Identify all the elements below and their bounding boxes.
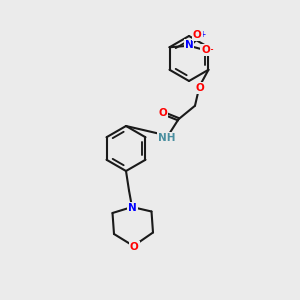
Text: N: N — [184, 40, 194, 50]
Text: O: O — [130, 242, 139, 252]
Text: O: O — [193, 30, 202, 40]
Text: N: N — [128, 202, 137, 213]
Text: O: O — [201, 45, 210, 55]
Text: NH: NH — [158, 133, 175, 143]
Text: O: O — [158, 108, 167, 118]
Text: −: − — [205, 45, 215, 55]
Text: O: O — [196, 83, 205, 93]
Text: +: + — [199, 30, 205, 38]
